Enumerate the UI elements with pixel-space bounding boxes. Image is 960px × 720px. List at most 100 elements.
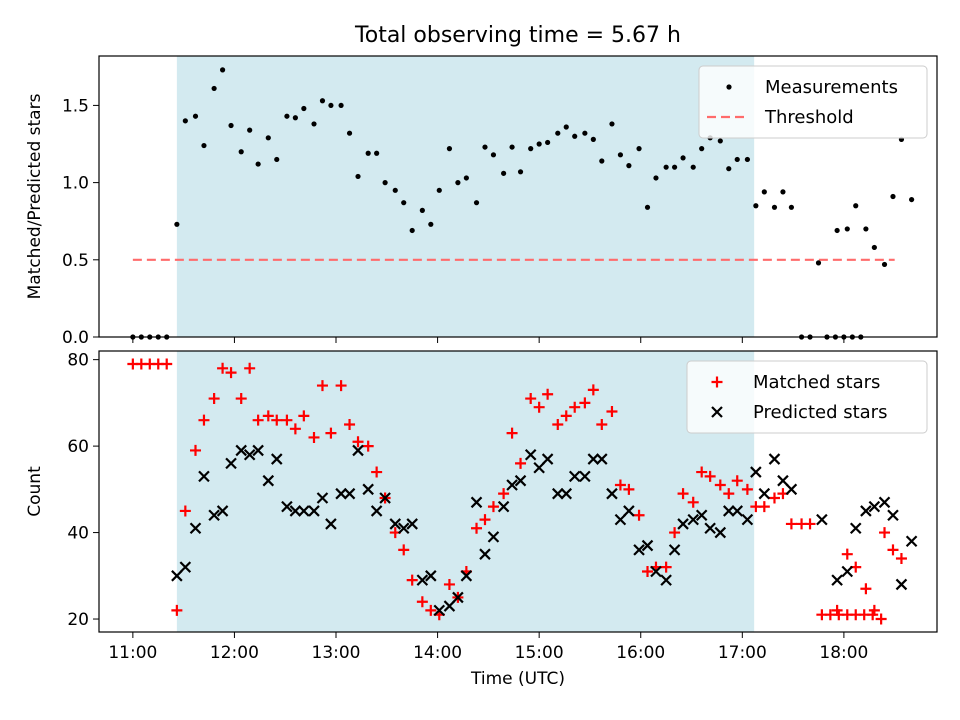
data-point (909, 196, 915, 203)
data-point-predicted (298, 505, 310, 517)
data-point (680, 155, 686, 161)
data-point (555, 130, 561, 136)
data-point-matched (552, 418, 564, 430)
data-point-matched (344, 418, 356, 430)
data-point-matched (623, 483, 635, 495)
data-point (881, 261, 888, 268)
data-point-matched (804, 518, 816, 530)
data-point (617, 152, 624, 158)
data-point-predicted (704, 522, 716, 535)
data-point-predicted (758, 487, 771, 500)
legend-label: Measurements (765, 77, 898, 98)
data-point-matched (217, 362, 229, 374)
data-point (545, 139, 551, 146)
data-point (517, 169, 524, 175)
data-point-predicted (252, 444, 264, 457)
data-point-matched (335, 380, 347, 392)
x-tick-label: 11:00 (108, 643, 157, 663)
data-point-matched (579, 397, 591, 409)
data-point-predicted (460, 570, 473, 582)
data-point-matched (325, 427, 337, 439)
data-point-matched (171, 604, 183, 616)
data-point-predicted (316, 492, 329, 504)
axes-frame (98, 55, 938, 338)
data-point-predicted (235, 444, 247, 457)
data-point (582, 130, 588, 136)
x-tick-label: 16:00 (616, 643, 665, 663)
data-point-matched (425, 604, 437, 616)
x-tick-label: 12:00 (210, 643, 259, 663)
data-point (501, 170, 507, 176)
y-tick-label: 80 (67, 351, 89, 371)
panel-ratio: 0.0 0.5 1.0 1.5 Matched/Predicted stars Measu… (25, 55, 938, 348)
data-point (463, 175, 469, 181)
data-point-predicted (614, 513, 627, 526)
data-point-matched (189, 444, 201, 456)
data-point-matched (660, 561, 672, 573)
data-point-matched (560, 410, 572, 422)
data-point (844, 226, 850, 232)
legend-box (686, 360, 928, 434)
data-point-matched (271, 414, 283, 426)
data-point (834, 227, 840, 234)
data-point (528, 146, 534, 152)
data-point (699, 146, 705, 152)
data-point-predicted (841, 565, 854, 578)
x-tick-label: 13:00 (312, 643, 361, 663)
data-point-matched (704, 470, 716, 482)
legend-marker (726, 84, 732, 90)
data-point (201, 142, 207, 149)
data-point-predicted (868, 500, 881, 513)
data-point (853, 203, 859, 209)
data-point-predicted (579, 470, 591, 483)
data-point (744, 156, 750, 163)
data-point-matched (696, 466, 708, 478)
data-point-predicted (416, 574, 429, 586)
data-point (284, 113, 290, 119)
data-point-matched (633, 509, 645, 521)
data-point (174, 221, 180, 227)
data-point-matched (731, 475, 743, 487)
y-tick-label: 60 (67, 437, 89, 457)
data-point-predicted (343, 487, 356, 500)
data-point-matched (506, 427, 518, 439)
data-point (301, 105, 307, 112)
data-point (536, 141, 542, 147)
x-tick-label: 15:00 (515, 643, 564, 663)
data-point (182, 118, 188, 124)
data-point-matched (669, 527, 681, 539)
data-point-matched (741, 483, 753, 495)
data-point-predicted (406, 518, 418, 530)
data-point-matched (860, 583, 872, 595)
y-tick-label: 20 (67, 610, 89, 630)
x-axis-label: Time (UTC) (470, 669, 565, 689)
y-tick-label: 40 (67, 524, 89, 544)
data-point-matched (596, 418, 608, 430)
legend-marker (711, 406, 723, 418)
data-point-matched (316, 380, 328, 392)
legend-box (698, 65, 928, 139)
data-point (365, 150, 371, 156)
data-point-predicted (189, 522, 202, 535)
data-point-predicted (198, 470, 210, 483)
data-point (419, 207, 425, 213)
data-point-matched (525, 393, 537, 405)
data-point-predicted (660, 574, 672, 586)
data-point-matched (416, 596, 428, 608)
data-point (392, 187, 398, 193)
data-point-predicted (695, 509, 708, 522)
data-point-predicted (687, 513, 699, 526)
y-tick-label: 0.0 (62, 328, 89, 348)
y-axis-label: Matched/Predicted stars (25, 93, 45, 299)
data-point-predicted (270, 453, 283, 465)
data-point (355, 173, 361, 180)
data-point-matched (406, 574, 418, 586)
data-point-predicted (325, 518, 337, 530)
data-point-predicted (243, 448, 256, 461)
data-point (509, 144, 515, 150)
data-point-predicted (831, 574, 843, 586)
data-point (292, 115, 298, 121)
data-point-predicted (370, 505, 383, 517)
data-point (255, 161, 261, 167)
data-point-matched (471, 522, 483, 534)
